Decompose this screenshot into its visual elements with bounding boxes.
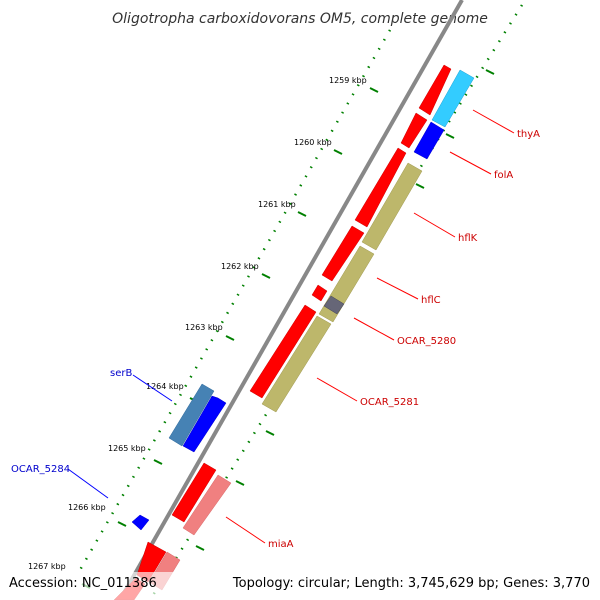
cds-miaA[interactable] — [171, 462, 217, 523]
inner-tick-4 — [265, 430, 275, 436]
genome-title: Oligotropha carboxidovorans OM5, complet… — [112, 11, 488, 27]
tick-mark-1259 — [369, 87, 379, 93]
genome-summary-text: Topology: circular; Length: 3,745,629 bp… — [232, 576, 590, 591]
gene-label-folA[interactable]: folA — [494, 170, 513, 181]
leader-serB — [132, 374, 173, 402]
tick-mark-1260 — [333, 149, 343, 155]
cog-hflK — [361, 162, 423, 251]
tick-label-1260: 1260 kbp — [294, 138, 332, 147]
cds-hflC[interactable] — [321, 225, 365, 282]
tick-mark-1265 — [153, 459, 163, 465]
tick-mark-1261 — [297, 211, 307, 217]
cog-ocar5281 — [261, 315, 332, 413]
forward-cds-ring — [113, 64, 452, 600]
cog-serB — [168, 383, 215, 447]
leader-ocar5281 — [316, 377, 358, 402]
gene-label-serB[interactable]: serB — [110, 368, 132, 379]
gene-label-hflC[interactable]: hflC — [421, 295, 441, 306]
gene-label-ocar5284[interactable]: OCAR_5284 — [11, 464, 70, 475]
leader-hflK — [413, 212, 456, 238]
cog-folA — [413, 121, 445, 160]
tick-mark-1266 — [117, 521, 127, 527]
tick-mark-1262 — [261, 273, 271, 279]
tick-label-1263: 1263 kbp — [185, 323, 223, 332]
leader-ocar5284 — [67, 468, 109, 499]
tick-label-1264: 1264 kbp — [146, 382, 184, 391]
accession-text: Accession: NC_011386 — [9, 576, 157, 591]
gene-label-hflK[interactable]: hflK — [458, 233, 478, 244]
tick-label-1265: 1265 kbp — [108, 444, 146, 453]
tick-label-1266: 1266 kbp — [68, 503, 106, 512]
tick-marks — [81, 69, 495, 589]
gene-label-ocar5281[interactable]: OCAR_5281 — [360, 397, 419, 408]
cds-ocar5280[interactable] — [311, 284, 328, 302]
leader-folA — [449, 151, 492, 175]
cds-thyA[interactable] — [418, 64, 452, 116]
cds-hflK[interactable] — [354, 147, 407, 228]
leader-ocar5280 — [353, 317, 395, 341]
inner-tick-3 — [415, 183, 425, 189]
inner-tick-5 — [235, 480, 245, 486]
leader-thyA — [472, 109, 515, 134]
inner-tick-1 — [485, 69, 495, 75]
cog-ocar5280 — [323, 295, 345, 315]
tick-label-1261: 1261 kbp — [258, 200, 296, 209]
reverse-leader-lines — [67, 374, 173, 499]
gene-label-ocar5280[interactable]: OCAR_5280 — [397, 336, 456, 347]
genome-backbone — [118, 0, 464, 600]
forward-leader-lines — [225, 109, 515, 544]
cds-serB[interactable] — [182, 395, 227, 453]
cds-ocar5281[interactable] — [249, 304, 317, 399]
tick-label-1262: 1262 kbp — [221, 262, 259, 271]
tick-mark-1263 — [225, 335, 235, 341]
cog-miaA — [182, 474, 232, 536]
leader-hflC — [376, 277, 419, 300]
cds-ocar5284[interactable] — [131, 514, 150, 531]
cog-ring — [148, 69, 475, 591]
tick-label-1259: 1259 kbp — [329, 76, 367, 85]
inner-tick-2 — [445, 133, 455, 139]
leader-miaA — [225, 516, 266, 544]
reverse-cds-ring — [131, 395, 227, 531]
gene-label-miaA[interactable]: miaA — [268, 539, 294, 550]
gene-label-thyA[interactable]: thyA — [517, 129, 540, 140]
cds-folA[interactable] — [400, 112, 428, 149]
tick-label-1267: 1267 kbp — [28, 562, 66, 571]
footer-backdrop — [0, 572, 600, 600]
inner-dotted-ring — [148, 4, 524, 600]
inner-tick-6 — [195, 545, 205, 551]
cog-thyA — [431, 69, 475, 128]
